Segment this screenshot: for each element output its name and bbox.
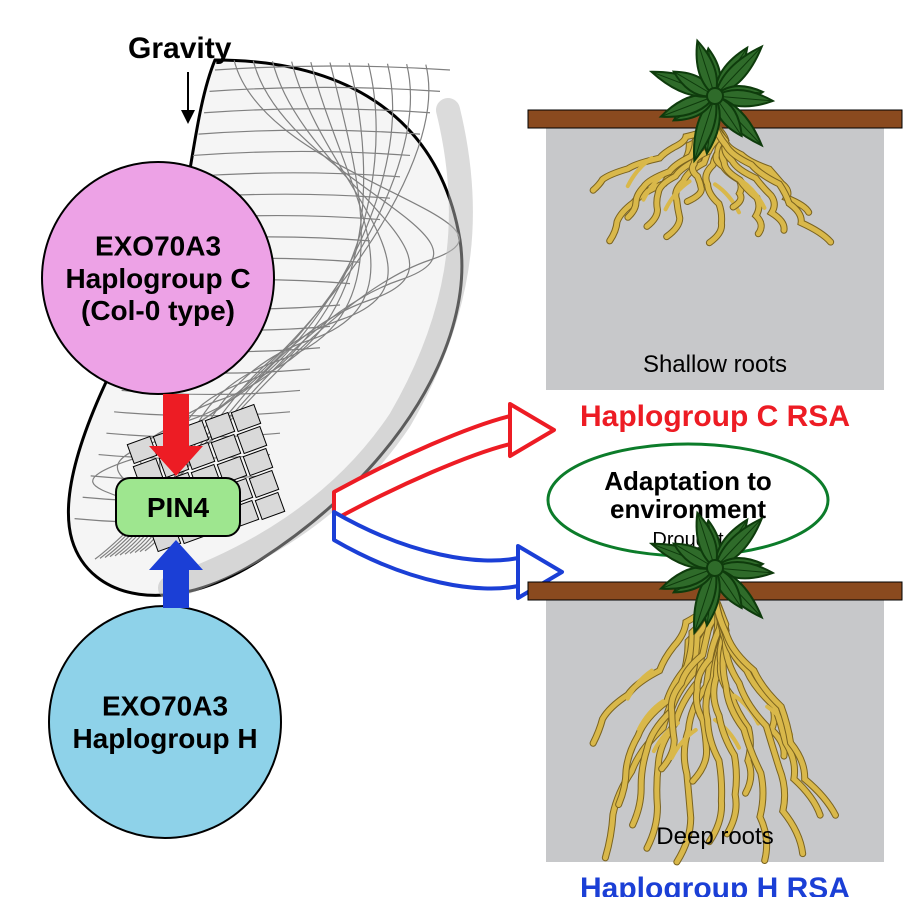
- curved-arrow-blue-shaft: [334, 512, 518, 589]
- gravity-arrow-head: [181, 110, 195, 124]
- soilbox-haplogroup-c-caption: Shallow roots: [643, 351, 787, 378]
- soilbox-haplogroup-h-caption: Deep roots: [656, 823, 773, 850]
- exo70a3-haplogroup-h-circle-line-1: Haplogroup H: [72, 723, 257, 754]
- diagram-svg: GravityEXO70A3Haplogroup C(Col-0 type)EX…: [0, 0, 920, 897]
- soilbox-haplogroup-h-title: Haplogroup H RSA: [580, 872, 850, 897]
- gravity-label: Gravity: [128, 32, 232, 65]
- exo70a3-haplogroup-h-circle-line-0: EXO70A3: [102, 691, 228, 722]
- curved-arrow-red-head: [510, 404, 554, 456]
- exo70a3-haplogroup-c-circle-line-1: Haplogroup C: [65, 263, 250, 294]
- exo70a3-haplogroup-c-circle: EXO70A3Haplogroup C(Col-0 type): [42, 162, 274, 394]
- pin4-label: PIN4: [147, 492, 210, 523]
- diagram-stage: GravityEXO70A3Haplogroup C(Col-0 type)EX…: [0, 0, 920, 897]
- adaptation-line1: Adaptation to: [604, 466, 772, 496]
- exo70a3-haplogroup-h-circle: EXO70A3Haplogroup H: [49, 606, 281, 838]
- adaptation-line2: environment: [610, 494, 766, 524]
- exo70a3-haplogroup-c-circle-line-2: (Col-0 type): [81, 295, 235, 326]
- soilbox-haplogroup-c-title: Haplogroup C RSA: [580, 400, 850, 433]
- exo70a3-haplogroup-c-circle-line-0: EXO70A3: [95, 231, 221, 262]
